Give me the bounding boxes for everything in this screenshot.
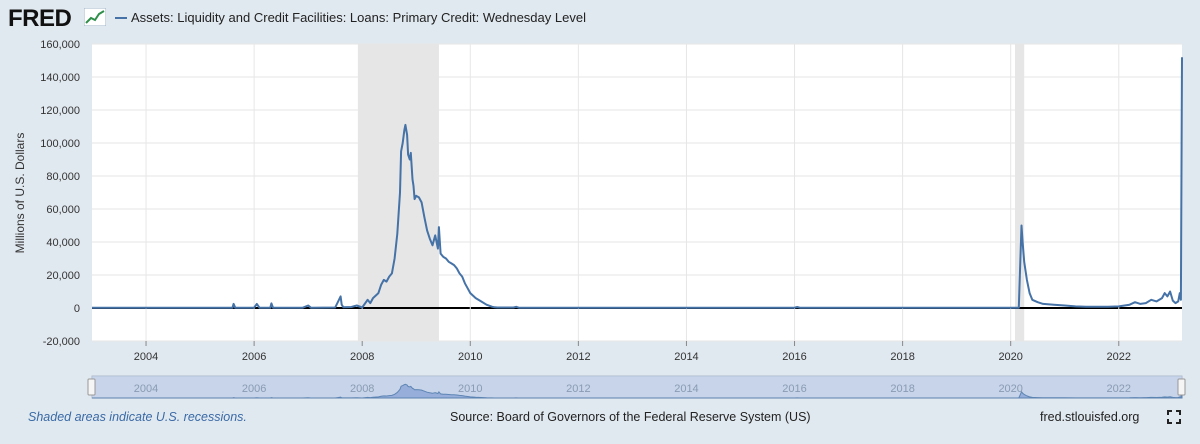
x-tick-label: 2022 bbox=[1107, 351, 1131, 363]
navigator-year-label: 2018 bbox=[890, 383, 914, 395]
navigator-series-area-0 bbox=[92, 379, 1183, 399]
range-navigator[interactable]: 2004 2006 2008 2010 2012 2014 2016 2018 2020 2022 bbox=[87, 375, 1186, 399]
site-link[interactable]: fred.stlouisfed.org bbox=[1040, 410, 1140, 424]
series-layer bbox=[92, 57, 1183, 309]
recession-note: Shaded areas indicate U.S. recessions. bbox=[28, 410, 247, 424]
navigator-right-handle[interactable] bbox=[1177, 378, 1186, 396]
x-tick-label: 2008 bbox=[350, 351, 374, 363]
navigator-series bbox=[92, 379, 1183, 399]
rising-chart-icon bbox=[84, 8, 106, 26]
y-tick-label: 0 bbox=[74, 303, 80, 315]
x-tick-label: 2006 bbox=[242, 351, 266, 363]
source-note: Source: Board of Governors of the Federa… bbox=[450, 410, 811, 424]
navigator-year-label: 2012 bbox=[566, 383, 590, 395]
navigator-left-handle[interactable] bbox=[87, 378, 96, 396]
chart-header: FRED Assets: Liquidity and Credit Facili… bbox=[0, 0, 1200, 38]
navigator-selection bbox=[92, 376, 1182, 398]
recession-band-1 bbox=[1015, 44, 1025, 341]
navigator-year-label: 2004 bbox=[134, 383, 158, 395]
x-tick-label: 2016 bbox=[782, 351, 806, 363]
navigator-year-labels: 2004 2006 2008 2010 2012 2014 2016 2018 2020 2022 bbox=[134, 383, 1131, 395]
navigator-year-label: 2020 bbox=[998, 383, 1022, 395]
y-tick-label: 20,000 bbox=[46, 270, 80, 282]
y-tick-label: 60,000 bbox=[46, 204, 80, 216]
navigator-year-label: 2014 bbox=[674, 383, 698, 395]
y-tick-label: 140,000 bbox=[40, 72, 80, 84]
x-tick-label: 2020 bbox=[998, 351, 1022, 363]
x-axis-ticks: 2004 2006 2008 2010 2012 2014 2016 2018 2020 2022 bbox=[134, 341, 1131, 363]
x-tick-label: 2012 bbox=[566, 351, 590, 363]
y-tick-label: 80,000 bbox=[46, 171, 80, 183]
y-tick-label: 160,000 bbox=[40, 39, 80, 51]
navigator-year-label: 2010 bbox=[458, 383, 482, 395]
y-axis-label: Millions of U.S. Dollars bbox=[13, 133, 27, 254]
x-tick-label: 2014 bbox=[674, 351, 698, 363]
y-tick-label: 120,000 bbox=[40, 105, 80, 117]
x-tick-label: 2004 bbox=[134, 351, 158, 363]
gridlines-layer bbox=[92, 43, 1182, 342]
y-tick-label: 100,000 bbox=[40, 138, 80, 150]
recession-band-0 bbox=[357, 44, 439, 341]
navigator-year-label: 2006 bbox=[242, 383, 266, 395]
recession-shading-layer bbox=[357, 44, 1025, 341]
plot-area bbox=[92, 44, 1182, 341]
y-tick-label: -20,000 bbox=[43, 336, 80, 348]
legend-series-swatch bbox=[115, 17, 127, 19]
navigator-year-label: 2016 bbox=[782, 383, 806, 395]
series-title[interactable]: Assets: Liquidity and Credit Facilities:… bbox=[131, 10, 586, 25]
y-tick-label: 40,000 bbox=[46, 237, 80, 249]
x-tick-label: 2010 bbox=[458, 351, 482, 363]
fullscreen-icon[interactable] bbox=[1167, 410, 1181, 424]
x-tick-label: 2018 bbox=[890, 351, 914, 363]
y-axis-ticks: -20,000 0 20,000 40,000 60,000 80,000 100,000 1… bbox=[40, 39, 80, 348]
navigator-year-label: 2022 bbox=[1107, 383, 1131, 395]
series-line-0[interactable] bbox=[92, 57, 1183, 309]
fred-logo[interactable]: FRED bbox=[8, 5, 72, 32]
navigator-year-label: 2008 bbox=[350, 383, 374, 395]
